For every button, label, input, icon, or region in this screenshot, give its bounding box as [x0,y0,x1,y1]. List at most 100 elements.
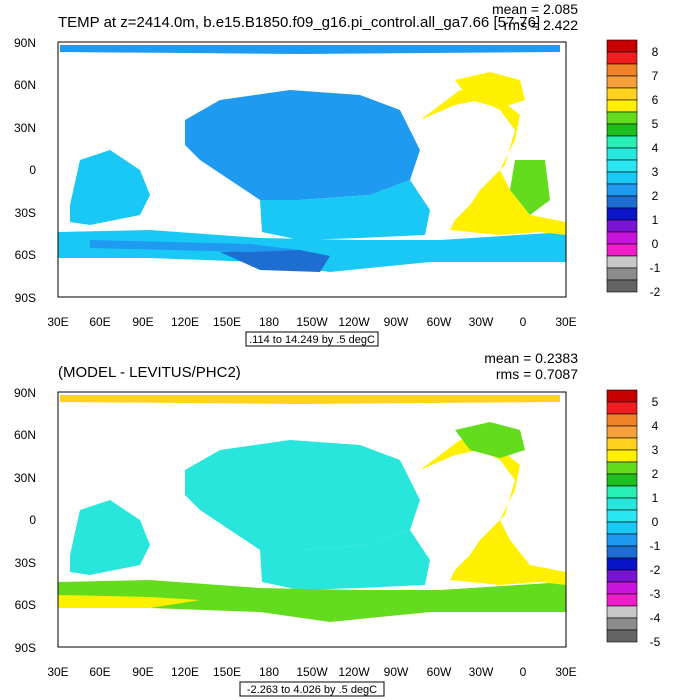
colorbar-swatch [606,533,638,547]
panel-2-south-pacific [260,530,430,590]
panel-2-southern-ocean [58,580,566,622]
panel-2-contour-info-box [239,681,385,697]
panel-1-lon-label: 60W [427,315,452,329]
panel-1-lon-label: 150E [213,315,241,329]
colorbar-label: 0 [652,237,659,251]
panel-1-colorbar: 8 7 6 5 4 3 2 1 0 -1 -2 [606,39,661,299]
panel-1-lon-label: 180 [259,315,279,329]
panel-2-lon-label: 60W [427,665,452,679]
panel-2-lon-axis: 30E 60E 90E 120E 150E 180 150W 120W 90W … [47,665,576,679]
panel-1-lat-label: 90N [14,36,36,50]
colorbar-label: 7 [652,69,659,83]
panel-2-mean: mean = 0.2383 [484,350,578,366]
panel-1-atlantic-ocean [420,90,566,235]
colorbar-swatch [606,219,638,233]
colorbar-label: -5 [650,635,661,649]
panel-2-lon-label: 30W [469,665,494,679]
colorbar-swatch [606,449,638,463]
colorbar-label: 5 [652,395,659,409]
colorbar-swatch [606,63,638,77]
panel-1: TEMP at z=2414.0m, b.e15.B1850.f09_g16.p… [14,1,661,347]
panel-2-lon-label: 150W [296,665,328,679]
colorbar-swatch [606,159,638,173]
panel-1-lon-label: 30E [555,315,576,329]
colorbar-swatch [606,255,638,269]
panel-2-contour-info: -2.263 to 4.026 by .5 degC [247,684,377,696]
colorbar-label: 3 [652,165,659,179]
colorbar-swatch [606,437,638,451]
colorbar-label: -2 [650,285,661,299]
colorbar-swatch [606,147,638,161]
colorbar-label: 8 [652,45,659,59]
panel-1-map [57,41,567,298]
panel-1-lon-label: 30W [469,315,494,329]
colorbar-swatch [606,545,638,559]
panel-1-deep-cold-pool [220,250,330,272]
colorbar-swatch [606,605,638,619]
panel-2-colorbar: 5 4 3 2 1 0 -1 -2 -3 -4 -5 [606,389,661,649]
panel-2-lon-label: 30E [47,665,68,679]
panel-2-atlantic-ocean [420,440,566,585]
colorbar-label: 3 [652,443,659,457]
panel-2-lat-label: 60S [15,598,36,612]
panel-2-indian-ocean [70,500,150,575]
colorbar-label: 1 [652,491,659,505]
colorbar-label: -4 [650,611,661,625]
colorbar-swatch [606,135,638,149]
panel-2-lat-label: 90S [15,641,36,655]
colorbar-swatch [606,183,638,197]
panel-1-lon-label: 150W [296,315,328,329]
colorbar-swatch [606,111,638,125]
panel-2-map [57,391,567,648]
panel-1-title: TEMP at z=2414.0m, b.e15.B1850.f09_g16.p… [58,14,540,31]
panel-1-lon-label: 90E [132,315,153,329]
panel-1-lon-label: 0 [520,315,527,329]
colorbar-swatch [606,231,638,245]
panel-2-lon-label: 120W [338,665,370,679]
panel-1-lat-label: 30S [15,206,36,220]
panel-2-north-atlantic [455,422,525,458]
colorbar-swatch [606,401,638,415]
panel-1-lon-label: 60E [89,315,110,329]
panel-2-pacific-ocean [185,440,420,550]
colorbar-label: 2 [652,189,659,203]
colorbar-label: 4 [652,419,659,433]
colorbar-swatch [606,99,638,113]
colorbar-swatch [606,171,638,185]
colorbar-swatch [606,593,638,607]
panel-1-north-atlantic [455,72,525,108]
panel-2-arctic-ocean [60,395,560,404]
panel-1-lat-label: 60N [14,78,36,92]
panel-1-lat-label: 90S [15,291,36,305]
colorbar-swatch [606,243,638,257]
panel-2-lon-label: 30E [555,665,576,679]
colorbar-swatch [606,461,638,475]
colorbar-swatch [606,389,638,403]
panel-2-lon-label: 120E [171,665,199,679]
panel-2-lat-axis: 90N 60N 30N 0 30S 60S 90S [14,386,36,655]
colorbar-label: 2 [652,467,659,481]
panel-2-lat-label: 0 [29,513,36,527]
panel-2-lon-label: 150E [213,665,241,679]
panel-1-arctic-ocean [60,45,560,54]
panel-1-south-atlantic-green [510,160,550,215]
colorbar-swatch [606,509,638,523]
panel-1-contour-info: .114 to 14.249 by .5 degC [249,334,375,346]
panel-2-lat-label: 60N [14,428,36,442]
panel-1-lat-label: 0 [29,163,36,177]
panel-1-lon-axis: 30E 60E 90E 120E 150E 180 150W 120W 90W … [47,315,576,329]
panel-2-southern-yellow-band [58,595,200,608]
panel-2-lon-label: 60E [89,665,110,679]
panel-1-lon-label: 120W [338,315,370,329]
colorbar-swatch [606,497,638,511]
colorbar-swatch [606,39,638,53]
panel-2-lat-label: 30S [15,556,36,570]
colorbar-swatch [606,617,638,631]
panel-1-lat-label: 30N [14,121,36,135]
colorbar-swatch [606,425,638,439]
panel-2-lat-label: 30N [14,471,36,485]
colorbar-swatch [606,569,638,583]
panel-1-pacific-ocean [185,90,420,200]
colorbar-label: -2 [650,563,661,577]
panel-1-lon-label: 30E [47,315,68,329]
